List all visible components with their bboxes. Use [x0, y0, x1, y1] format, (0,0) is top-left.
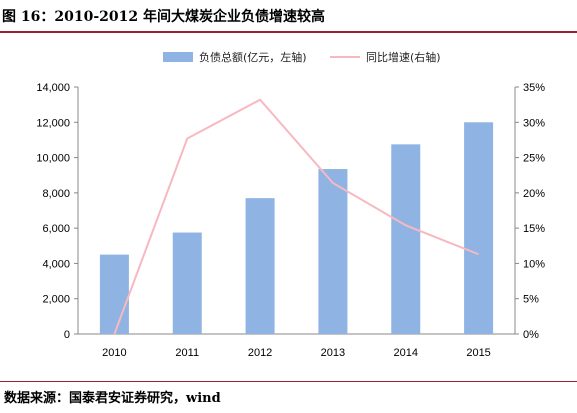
x-axis-tick-label: 2011: [175, 347, 199, 359]
figure-title: 图 16：2010-2012 年间大煤炭企业负债增速较高: [2, 9, 325, 25]
source-divider: [0, 381, 577, 382]
bar-2014: [391, 144, 421, 334]
right-axis-tick-label: 35%: [523, 82, 545, 94]
x-axis-tick-label: 2010: [102, 347, 126, 359]
right-axis-tick-label: 25%: [523, 153, 545, 165]
chart-axes: [74, 86, 519, 335]
left-axis-tick-label: 12,000: [36, 117, 70, 129]
legend-label-bar: 负债总额(亿元，左轴): [199, 50, 307, 64]
line-series: [113, 98, 479, 335]
left-axis-tick-label: 8,000: [42, 188, 70, 200]
right-axis-tick-label: 5%: [523, 294, 539, 306]
tick-labels: 0 2,000 4,000 6,000 8,000 10,000 12,000 14,000 0…: [36, 82, 545, 359]
left-axis-tick-label: 10,000: [36, 153, 70, 165]
right-axis-tick-label: 20%: [523, 188, 545, 200]
chart-legend: 负债总额(亿元，左轴) 同比增速(右轴): [163, 50, 441, 64]
bar-2012: [245, 198, 275, 334]
x-axis-tick-label: 2014: [394, 347, 418, 359]
legend-label-line: 同比增速(右轴): [366, 50, 441, 64]
bar-2011: [172, 232, 202, 334]
x-axis-tick-label: 2015: [466, 347, 490, 359]
left-axis-tick-label: 0: [64, 329, 70, 341]
x-axis-tick-label: 2012: [248, 347, 272, 359]
x-axis-tick-label: 2013: [321, 347, 345, 359]
right-axis-tick-label: 30%: [523, 117, 545, 129]
title-divider: [0, 31, 577, 33]
growth-rate-line: [113, 98, 479, 335]
right-axis-tick-label: 15%: [523, 223, 545, 235]
left-axis-tick-label: 2,000: [42, 294, 70, 306]
right-axis-tick-label: 0%: [523, 329, 539, 341]
left-axis-tick-label: 6,000: [42, 223, 70, 235]
left-axis-tick-label: 14,000: [36, 82, 70, 94]
legend-swatch-bar: [163, 52, 193, 62]
source-note: 数据来源：国泰君安证券研究，wind: [4, 391, 221, 406]
bar-series: [99, 122, 494, 335]
bar-2013: [318, 169, 348, 334]
left-axis-tick-label: 4,000: [42, 258, 70, 270]
right-axis-tick-label: 10%: [523, 258, 545, 270]
bar-2015: [464, 122, 494, 335]
bar-2010: [99, 254, 129, 334]
